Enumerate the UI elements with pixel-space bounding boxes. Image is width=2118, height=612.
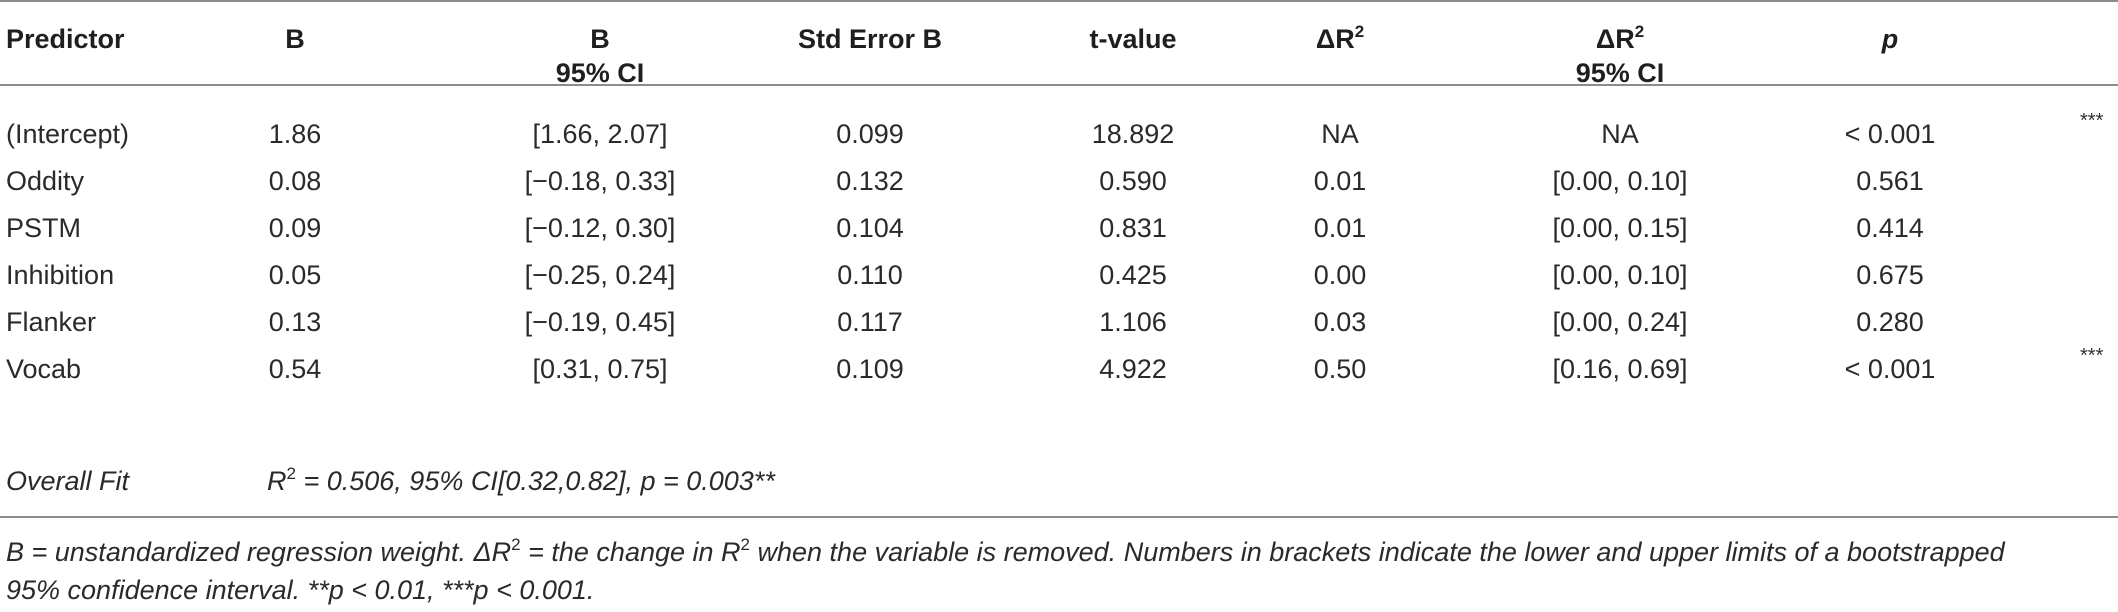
cell-significance: *** <box>2080 110 2104 132</box>
cell-t-value: 18.892 <box>1091 119 1175 149</box>
cell-p: 0.561 <box>1856 166 1924 196</box>
cell-b-ci: [−0.25, 0.24] <box>524 260 676 290</box>
header-b-label: B <box>285 24 305 54</box>
cell-dr2-ci: [0.16, 0.69] <box>1552 354 1688 384</box>
note-text-a: B = unstandardized regression weight. ΔR <box>6 537 512 567</box>
cell-b-ci: [0.31, 0.75] <box>532 354 668 384</box>
top-rule <box>0 0 2118 2</box>
cell-p: 0.675 <box>1856 260 1924 290</box>
cell-t-value: 0.590 <box>1099 166 1167 196</box>
cell-dr2: 0.00 <box>1313 260 1367 290</box>
cell-b: 0.09 <box>268 213 322 243</box>
cell-b: 0.54 <box>268 354 322 384</box>
cell-dr2: 0.03 <box>1313 307 1367 337</box>
header-dr2-ci-sup: 2 <box>1634 22 1645 41</box>
cell-dr2: 0.01 <box>1313 166 1367 196</box>
cell-predictor: Inhibition <box>6 260 115 290</box>
header-dr2-label: ΔR <box>1315 24 1355 54</box>
header-rule <box>0 84 2118 86</box>
cell-dr2-ci: [0.00, 0.24] <box>1552 307 1688 337</box>
cell-predictor: (Intercept) <box>6 119 130 149</box>
header-b-ci-line1: B <box>590 24 610 54</box>
header-b-ci: B 95% CI <box>520 22 680 90</box>
table-note-line1: B = unstandardized regression weight. ΔR… <box>6 530 2005 574</box>
cell-dr2-ci: NA <box>1601 119 1639 149</box>
cell-b-ci: [−0.19, 0.45] <box>524 307 676 337</box>
header-std-error-label: Std Error B <box>797 24 943 54</box>
cell-p: < 0.001 <box>1844 354 1936 384</box>
overall-fit-value: R2 = 0.506, 95% CI[0.32,0.82], p = 0.003… <box>267 464 775 498</box>
cell-dr2-ci: [0.00, 0.10] <box>1552 166 1688 196</box>
cell-std-error: 0.110 <box>837 260 903 290</box>
header-dr2-sup: 2 <box>1354 22 1365 41</box>
header-std-error: Std Error B <box>770 22 970 56</box>
cell-dr2: 0.01 <box>1313 213 1367 243</box>
cell-b-ci: [1.66, 2.07] <box>532 119 668 149</box>
cell-t-value: 0.831 <box>1099 213 1167 243</box>
cell-std-error: 0.109 <box>836 354 904 384</box>
note-sup-b: 2 <box>740 535 750 554</box>
note-text-c: when the variable is removed. Numbers in… <box>750 537 2005 567</box>
cell-predictor: Flanker <box>6 307 97 337</box>
cell-significance: *** <box>2080 345 2104 367</box>
cell-t-value: 0.425 <box>1099 260 1167 290</box>
cell-predictor: PSTM <box>6 213 82 243</box>
cell-std-error: 0.104 <box>836 213 904 243</box>
note-text-b: = the change in R <box>520 537 741 567</box>
header-predictor-label: Predictor <box>6 24 125 54</box>
cell-dr2: NA <box>1321 119 1359 149</box>
overall-fit-label: Overall Fit <box>6 466 130 496</box>
cell-b: 0.13 <box>268 307 322 337</box>
overall-fit-r: R <box>267 466 287 496</box>
header-dr2-ci-label: ΔR <box>1595 24 1635 54</box>
cell-dr2: 0.50 <box>1313 354 1367 384</box>
overall-fit-stats: = 0.506, 95% CI[0.32,0.82], p = 0.003** <box>295 466 775 496</box>
cell-predictor: Vocab <box>6 354 82 384</box>
header-dr2-ci-line2: 95% CI <box>1575 58 1665 88</box>
cell-b: 1.86 <box>268 119 322 149</box>
header-t-value: t-value <box>1063 22 1203 56</box>
cell-dr2-ci: [0.00, 0.15] <box>1552 213 1688 243</box>
cell-std-error: 0.099 <box>836 119 904 149</box>
cell-t-value: 1.106 <box>1099 307 1167 337</box>
header-dr2: ΔR2 <box>1280 22 1400 56</box>
overall-fit-sup: 2 <box>286 464 296 483</box>
cell-predictor: Oddity <box>6 166 85 196</box>
cell-p: 0.280 <box>1856 307 1924 337</box>
header-p-label: p <box>1881 24 1899 54</box>
cell-p: < 0.001 <box>1844 119 1936 149</box>
cell-p: 0.414 <box>1856 213 1924 243</box>
header-predictor: Predictor <box>6 22 125 56</box>
header-b-ci-line2: 95% CI <box>555 58 645 88</box>
fit-rule <box>0 516 2118 518</box>
cell-b-ci: [−0.18, 0.33] <box>524 166 676 196</box>
table-note-line2: 95% confidence interval. **p < 0.01, ***… <box>6 575 595 605</box>
cell-b-ci: [−0.12, 0.30] <box>524 213 676 243</box>
cell-std-error: 0.117 <box>837 307 903 337</box>
note-sup-a: 2 <box>511 535 521 554</box>
cell-std-error: 0.132 <box>836 166 904 196</box>
cell-dr2-ci: [0.00, 0.10] <box>1552 260 1688 290</box>
header-p: p <box>1850 22 1930 56</box>
cell-t-value: 4.922 <box>1099 354 1167 384</box>
header-dr2-ci: ΔR2 95% CI <box>1540 22 1700 90</box>
header-t-value-label: t-value <box>1089 24 1177 54</box>
cell-b: 0.05 <box>268 260 322 290</box>
cell-b: 0.08 <box>268 166 322 196</box>
header-b: B <box>240 22 350 56</box>
